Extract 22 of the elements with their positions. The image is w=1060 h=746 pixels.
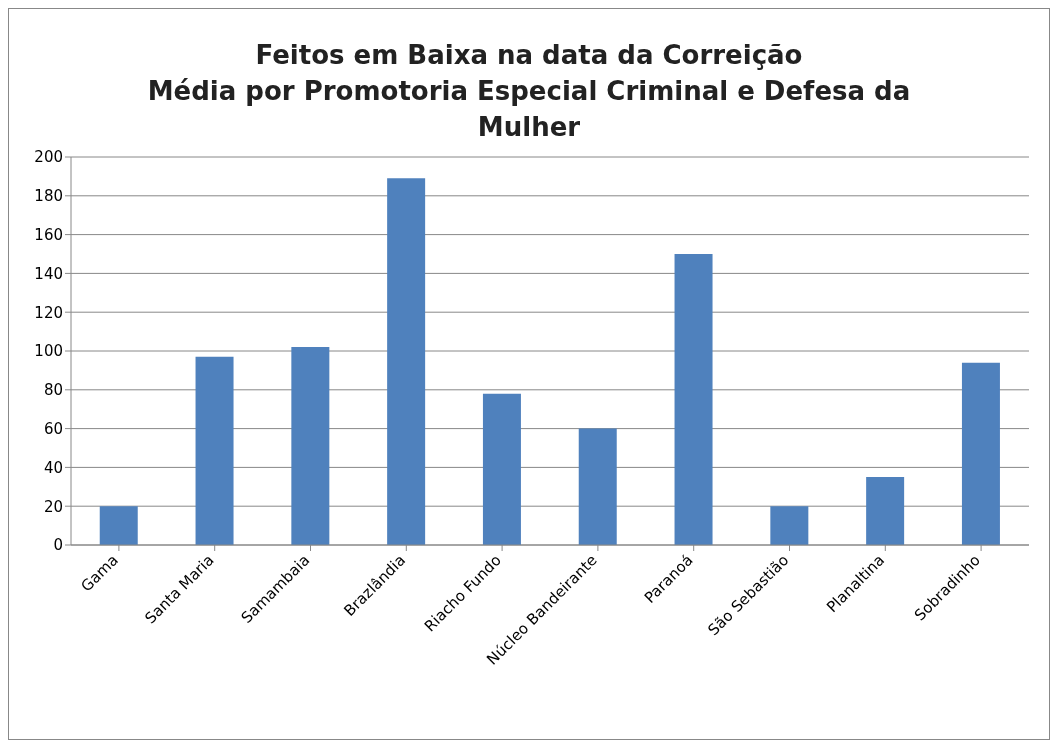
y-tick-label: 40 [43,458,63,477]
y-tick-label: 100 [34,342,63,361]
bar [387,178,426,545]
y-tick-label: 180 [34,187,63,206]
y-tick-label: 20 [43,497,63,516]
y-tick-label: 60 [43,419,63,438]
y-tick-label: 120 [34,303,63,322]
y-tick-label: 200 [34,148,63,167]
y-tick-label: 160 [34,225,63,244]
bar [578,428,617,545]
bar [866,477,905,545]
y-tick-label: 140 [34,264,63,283]
bar [674,254,713,545]
y-tick-label: 0 [53,536,63,555]
bar [770,506,809,545]
y-tick-label: 80 [43,381,63,400]
bar [482,393,521,545]
bar [961,362,1000,545]
chart-title: Feitos em Baixa na data da Correição Média por Promotoria Especial Criminal e Defesa da Mulher [146,39,912,144]
bar [291,347,330,545]
bar [195,356,234,545]
bar [99,506,138,545]
